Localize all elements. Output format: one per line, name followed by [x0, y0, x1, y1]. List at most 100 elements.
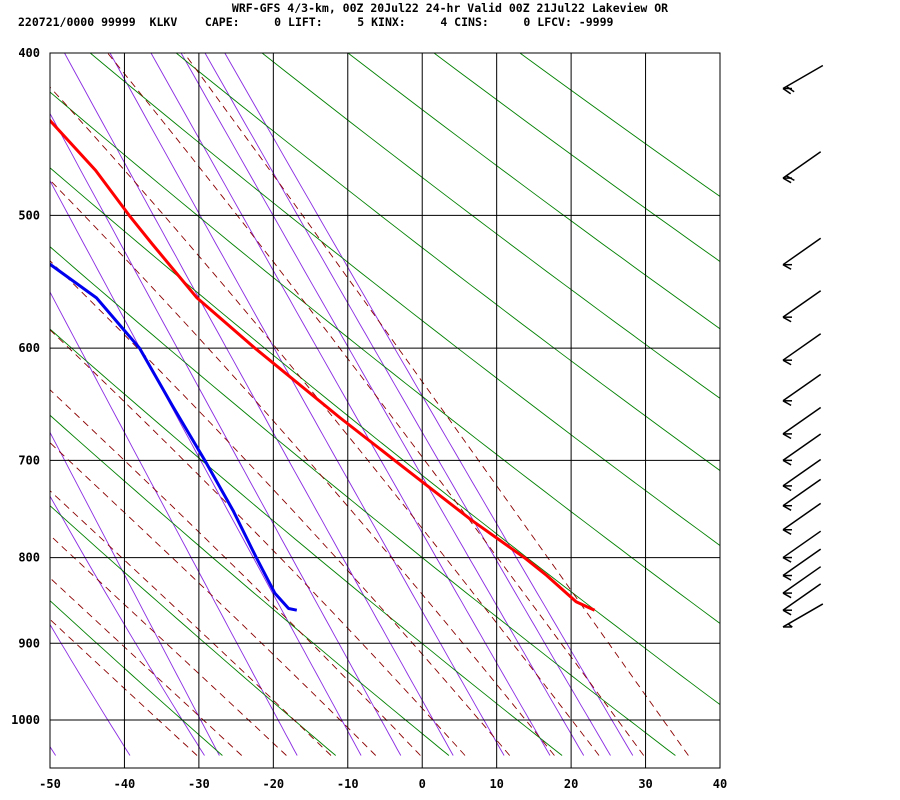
- mixing-ratio-line: [224, 53, 634, 756]
- moist-adiabat: [50, 179, 555, 756]
- wind-barb: [782, 151, 822, 184]
- dry-adiabat: [50, 167, 720, 706]
- wind-barb-shaft: [782, 583, 822, 611]
- wind-barb: [782, 237, 822, 270]
- mixing-ratio-line: [50, 179, 362, 756]
- y-tick-label: 1000: [11, 713, 40, 727]
- wind-barb-shaft: [782, 237, 822, 266]
- wind-barb: [782, 333, 822, 366]
- mixing-ratio-line: [50, 112, 402, 756]
- moist-adiabat: [107, 53, 645, 756]
- y-tick-label: 500: [18, 208, 40, 222]
- moist-adiabat: [50, 442, 377, 756]
- mixing-ratio-line: [50, 495, 205, 756]
- moist-adiabat: [50, 260, 511, 756]
- tick-labels: 400 500 600 700 800 900 1000 -50 -40 -30 -20 -10 0 10…: [11, 46, 727, 791]
- grid-lines: [50, 53, 720, 768]
- moist-adiabat: [50, 329, 466, 756]
- wind-barb-flag: [782, 592, 792, 599]
- x-tick-label: -20: [262, 777, 284, 791]
- mixing-ratio-line: [109, 53, 505, 756]
- moist-adiabat: [50, 490, 332, 756]
- dry-adiabat: [50, 414, 450, 756]
- dry-adiabat: [50, 600, 223, 756]
- background-lines: [50, 53, 720, 756]
- wind-barb-shaft: [782, 64, 824, 90]
- moist-adiabat: [50, 534, 287, 756]
- y-tick-label: 400: [18, 46, 40, 60]
- wind-barb-flag: [782, 87, 792, 95]
- wind-barb-shaft: [782, 478, 822, 507]
- wind-barb-shaft: [782, 151, 822, 179]
- y-tick-label: 600: [18, 341, 40, 355]
- wind-barbs: [782, 64, 824, 628]
- wind-barb-shaft: [782, 458, 822, 487]
- chart-title: WRF-GFS 4/3-km, 00Z 20Jul22 24-hr Valid …: [231, 1, 669, 15]
- wind-barb-shaft: [782, 333, 822, 361]
- wind-barb-shaft: [782, 530, 822, 559]
- dry-adiabat: [89, 53, 720, 547]
- x-tick-label: -10: [337, 777, 359, 791]
- dry-adiabat: [50, 91, 720, 624]
- wind-barb-shaft: [782, 603, 824, 628]
- wind-barb-flag: [782, 316, 792, 323]
- plot-frame: [49, 52, 721, 769]
- wind-barb-flag: [782, 505, 792, 511]
- station-indices-line: 220721/0000 99999 KLKV CAPE: 0 LIFT: 5 K…: [18, 15, 614, 29]
- moist-adiabat: [50, 389, 421, 756]
- wind-barb: [782, 530, 822, 563]
- wind-barb: [782, 64, 824, 95]
- wind-barb: [782, 566, 822, 599]
- wind-barb: [782, 406, 822, 440]
- wind-barb-flag: [782, 459, 792, 466]
- dry-adiabat: [261, 53, 720, 399]
- dry-adiabat: [347, 53, 720, 330]
- x-tick-label: -50: [39, 777, 61, 791]
- wind-barb: [782, 548, 822, 581]
- dry-adiabat: [175, 53, 720, 472]
- wind-barb-flag: [782, 177, 792, 184]
- moist-adiabat: [50, 86, 600, 756]
- wind-barb-flag: [782, 574, 792, 581]
- dry-adiabat: [50, 505, 336, 756]
- wind-barb-flag: [782, 264, 792, 270]
- mixing-ratio-line: [64, 53, 454, 756]
- wind-barb-shaft: [782, 502, 822, 531]
- mixing-ratio-line: [204, 53, 611, 756]
- y-tick-label: 900: [18, 636, 40, 650]
- wind-barb-flag: [782, 359, 792, 366]
- sounding-series: [50, 118, 596, 612]
- temperature-line: [50, 118, 596, 612]
- mixing-ratio-line: [50, 623, 131, 756]
- wind-barb-shaft: [782, 548, 822, 577]
- dry-adiabat: [433, 53, 720, 263]
- y-tick-label: 800: [18, 551, 40, 565]
- x-tick-label: 20: [564, 777, 578, 791]
- mixing-ratio-line: [50, 291, 298, 756]
- wind-barb: [782, 478, 822, 511]
- wind-barb: [782, 603, 824, 628]
- y-tick-label: 700: [18, 453, 40, 467]
- x-tick-label: -40: [114, 777, 136, 791]
- wind-barb: [782, 583, 822, 616]
- wind-barb-shaft: [782, 373, 822, 402]
- x-tick-label: 0: [419, 777, 426, 791]
- wind-barb-shaft: [782, 290, 822, 318]
- dry-adiabat: [50, 328, 563, 756]
- wind-barb-flag: [782, 400, 792, 407]
- wind-barb-shaft: [782, 566, 822, 594]
- plot-border: [49, 52, 721, 769]
- mixing-ratio-line: [150, 53, 551, 756]
- x-tick-label: 10: [489, 777, 503, 791]
- wind-barb-shaft: [782, 433, 822, 461]
- wind-barb-flag: [782, 433, 792, 440]
- wind-barb: [782, 502, 822, 535]
- wind-barb-flag: [782, 556, 792, 563]
- mixing-ratio-line: [50, 431, 220, 756]
- moist-adiabat: [183, 53, 689, 756]
- wind-barb-flag: [782, 609, 792, 616]
- dry-adiabat: [50, 246, 676, 756]
- x-tick-label: 30: [638, 777, 652, 791]
- wind-barb: [782, 373, 822, 407]
